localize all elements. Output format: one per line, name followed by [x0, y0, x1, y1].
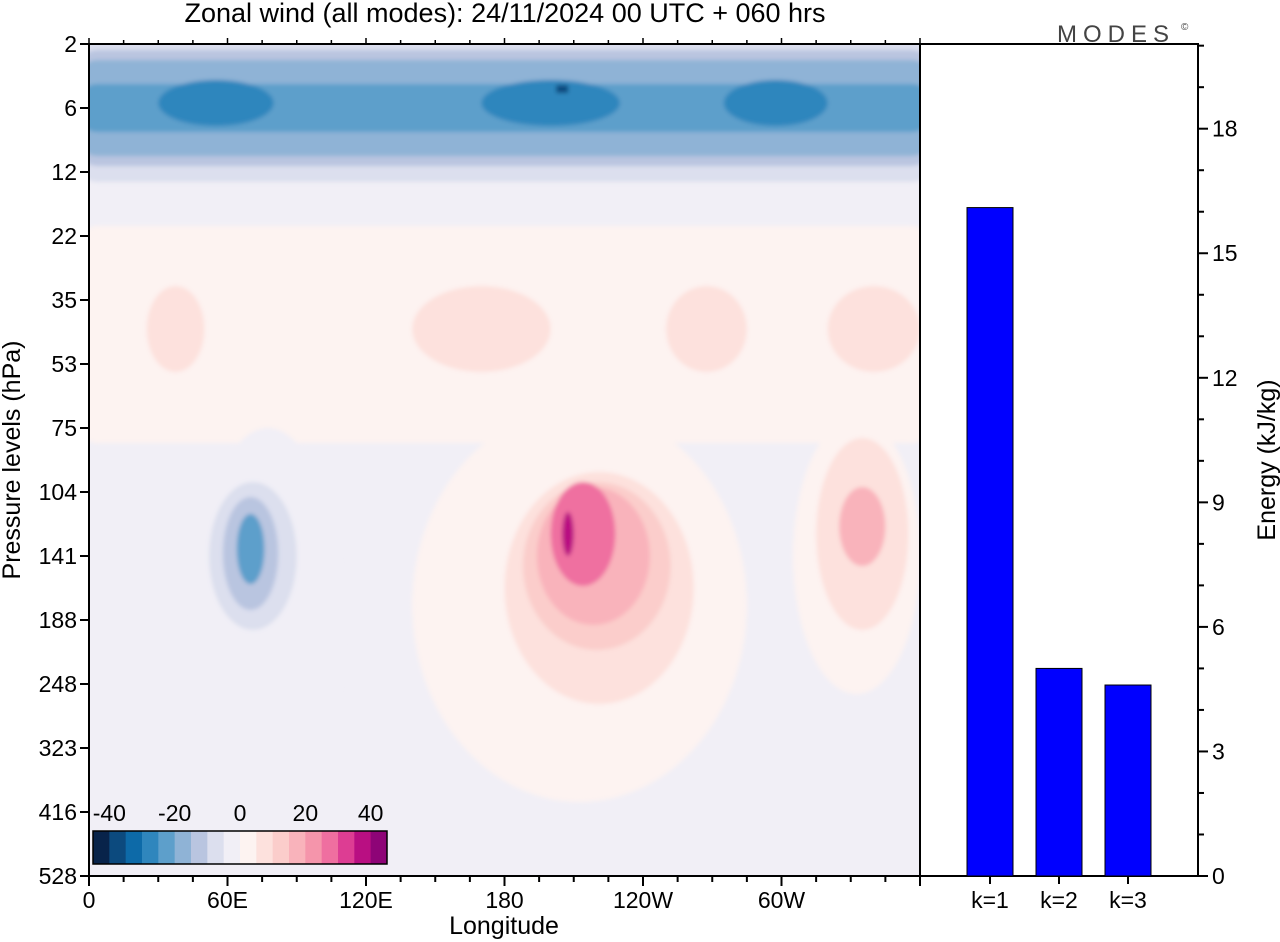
colorbar-tick-label: -20 [158, 800, 191, 826]
contour-region-westerly [412, 286, 551, 372]
longitude-axis: 0 60E 120E 180 120W 60W [83, 38, 921, 913]
colorbar-tick-label: 0 [234, 800, 247, 826]
contour-region-easterly-max [556, 85, 569, 93]
contour-region-westerly-jet-core [550, 482, 616, 586]
contour-region-westerly-jet-max [562, 512, 574, 556]
contour-region-westerly-jet-core [839, 487, 886, 566]
colorbar-swatch [289, 831, 306, 864]
colorbar-swatch [338, 831, 355, 864]
pressure-tick-label: 22 [51, 223, 77, 249]
colorbar-tick-label: 20 [293, 800, 319, 826]
wavenumber-tick-label: k=3 [1109, 887, 1147, 913]
energy-bar [1104, 684, 1152, 877]
pressure-tick-label: 104 [39, 479, 78, 505]
pressure-axis: 2 6 12 22 35 53 75 104 141 188 248 323 416 528 [39, 31, 89, 889]
energy-tick-label: 9 [1212, 489, 1225, 515]
contour-region-easterly-core [158, 80, 274, 126]
logo-copyright-mark: © [1181, 22, 1189, 33]
contour-region-westerly [666, 286, 747, 372]
colorbar-swatch [142, 831, 159, 864]
colorbar-swatch [272, 831, 290, 864]
x-axis-title: Longitude [449, 912, 559, 940]
longitude-tick-label: 120E [339, 887, 393, 913]
energy-axis-title: Energy (kJ/kg) [1253, 379, 1280, 540]
pressure-tick-label: 35 [51, 287, 77, 313]
colorbar-swatch [321, 831, 339, 864]
pressure-tick-label: 323 [39, 735, 77, 761]
energy-bar [1035, 667, 1083, 877]
colorbar-swatch [174, 831, 192, 864]
energy-tick-label: 15 [1212, 240, 1238, 266]
pressure-tick-label: 416 [39, 799, 77, 825]
pressure-tick-label: 12 [51, 159, 77, 185]
colorbar-swatch [354, 831, 372, 864]
energy-tick-label: 12 [1212, 365, 1238, 391]
longitude-tick-label: 60W [758, 887, 806, 913]
pressure-tick-label: 248 [39, 671, 77, 697]
chart-title: Zonal wind (all modes): 24/11/2024 00 UT… [184, 0, 825, 28]
colorbar-swatch [370, 831, 388, 864]
longitude-tick-label: 120W [613, 887, 673, 913]
colorbar-swatch [305, 831, 323, 864]
colorbar-swatch [240, 831, 257, 864]
zonal-wind-heatmap: 2 6 12 22 35 53 75 104 141 188 248 323 416 528 0 60E 12… [0, 31, 921, 940]
contour-region-easterly-jet-core [236, 514, 265, 584]
colorbar-tick-label: -40 [93, 800, 126, 826]
pressure-tick-label: 75 [51, 415, 77, 441]
colorbar-frame [92, 830, 388, 865]
contour-band-transition [89, 182, 920, 224]
energy-tick-label: 6 [1212, 614, 1225, 640]
colorbar-swatch [93, 831, 110, 864]
colorbar-swatch [125, 831, 143, 864]
energy-tick-label: 0 [1212, 863, 1225, 889]
energy-tick-label: 18 [1212, 116, 1238, 142]
colorbar-swatch [191, 831, 208, 864]
colorbar-legend: -40 -20 0 20 40 [92, 800, 388, 865]
pressure-tick-label: 53 [51, 351, 77, 377]
contour-region-easterly-core [723, 80, 828, 126]
colorbar-swatch [223, 831, 241, 864]
pressure-tick-label: 528 [39, 863, 77, 889]
longitude-tick-label: 180 [485, 887, 523, 913]
colorbar-swatch [256, 831, 274, 864]
contour-region-westerly [146, 286, 205, 372]
pressure-tick-label: 141 [39, 543, 77, 569]
y-axis-title: Pressure levels (hPa) [0, 341, 26, 580]
contour-region-easterly-core [481, 80, 620, 126]
wavenumber-tick-label: k=2 [1040, 887, 1078, 913]
contour-region-westerly [827, 286, 920, 372]
energy-axis: 0 3 6 9 12 15 18 [1198, 44, 1238, 889]
wavenumber-tick-label: k=1 [971, 887, 1009, 913]
wavenumber-axis: k=1 k=2 k=3 [971, 876, 1147, 913]
pressure-tick-label: 188 [39, 607, 77, 633]
pressure-tick-label: 2 [64, 31, 77, 57]
energy-bar [966, 207, 1014, 877]
colorbar-tick-label: 40 [358, 800, 384, 826]
colorbar-swatch [158, 831, 176, 864]
heatmap-contours [89, 44, 920, 822]
energy-bar-chart: 0 3 6 9 12 15 18 k=1 k=2 k=3 Energy (kJ/kg) [919, 43, 1280, 913]
colorbar-swatch [109, 831, 127, 864]
colorbar-swatch [207, 831, 225, 864]
longitude-tick-label: 0 [83, 887, 96, 913]
longitude-tick-label: 60E [207, 887, 248, 913]
pressure-tick-label: 6 [64, 95, 77, 121]
energy-tick-label: 3 [1212, 738, 1225, 764]
